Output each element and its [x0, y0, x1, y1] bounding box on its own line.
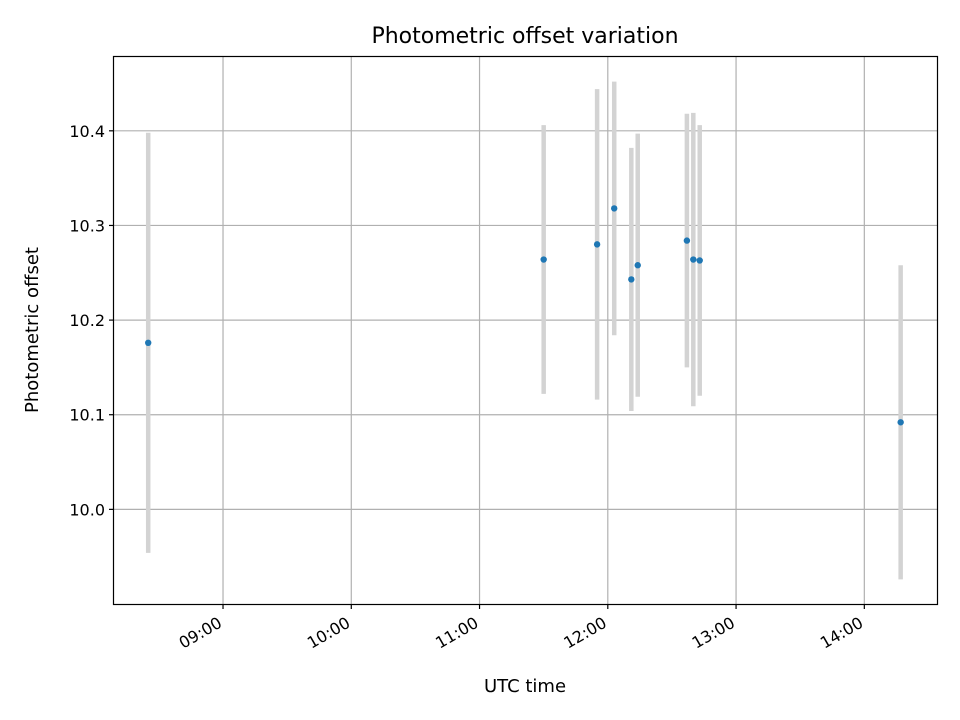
data-point [593, 241, 601, 248]
x-tick-label: 10:00 [304, 613, 353, 653]
x-axis-label: UTC time [484, 676, 566, 697]
chart-title: Photometric offset variation [371, 24, 678, 49]
data-point [145, 339, 152, 347]
grid [114, 57, 937, 604]
y-tick-label: 10.4 [69, 122, 105, 141]
plot-frame [112, 55, 939, 606]
data-point [690, 256, 697, 263]
x-axis-ticks: 09:00 10:00 11:00 12:00 13:00 14:00 [176, 604, 866, 653]
y-tick-label: 10.3 [69, 216, 105, 235]
data-point [696, 257, 703, 264]
data-point [611, 205, 618, 212]
data-point [540, 256, 547, 263]
y-tick-label: 10.0 [69, 500, 105, 519]
y-axis-ticks: 10.0 10.1 10.2 10.3 10.4 [69, 122, 114, 519]
data-point [628, 276, 635, 283]
data-points [145, 205, 904, 426]
y-tick-label: 10.1 [69, 406, 105, 425]
x-tick-label: 14:00 [817, 613, 866, 653]
x-tick-label: 13:00 [689, 613, 738, 653]
data-point [634, 262, 641, 269]
x-tick-label: 11:00 [432, 613, 481, 653]
data-point [683, 237, 691, 244]
x-tick-label: 09:00 [176, 613, 225, 653]
x-tick-label: 12:00 [560, 613, 609, 653]
y-tick-label: 10.2 [69, 311, 105, 330]
data-point [897, 419, 904, 426]
y-axis-label: Photometric offset [22, 247, 43, 413]
error-bars [145, 81, 903, 580]
